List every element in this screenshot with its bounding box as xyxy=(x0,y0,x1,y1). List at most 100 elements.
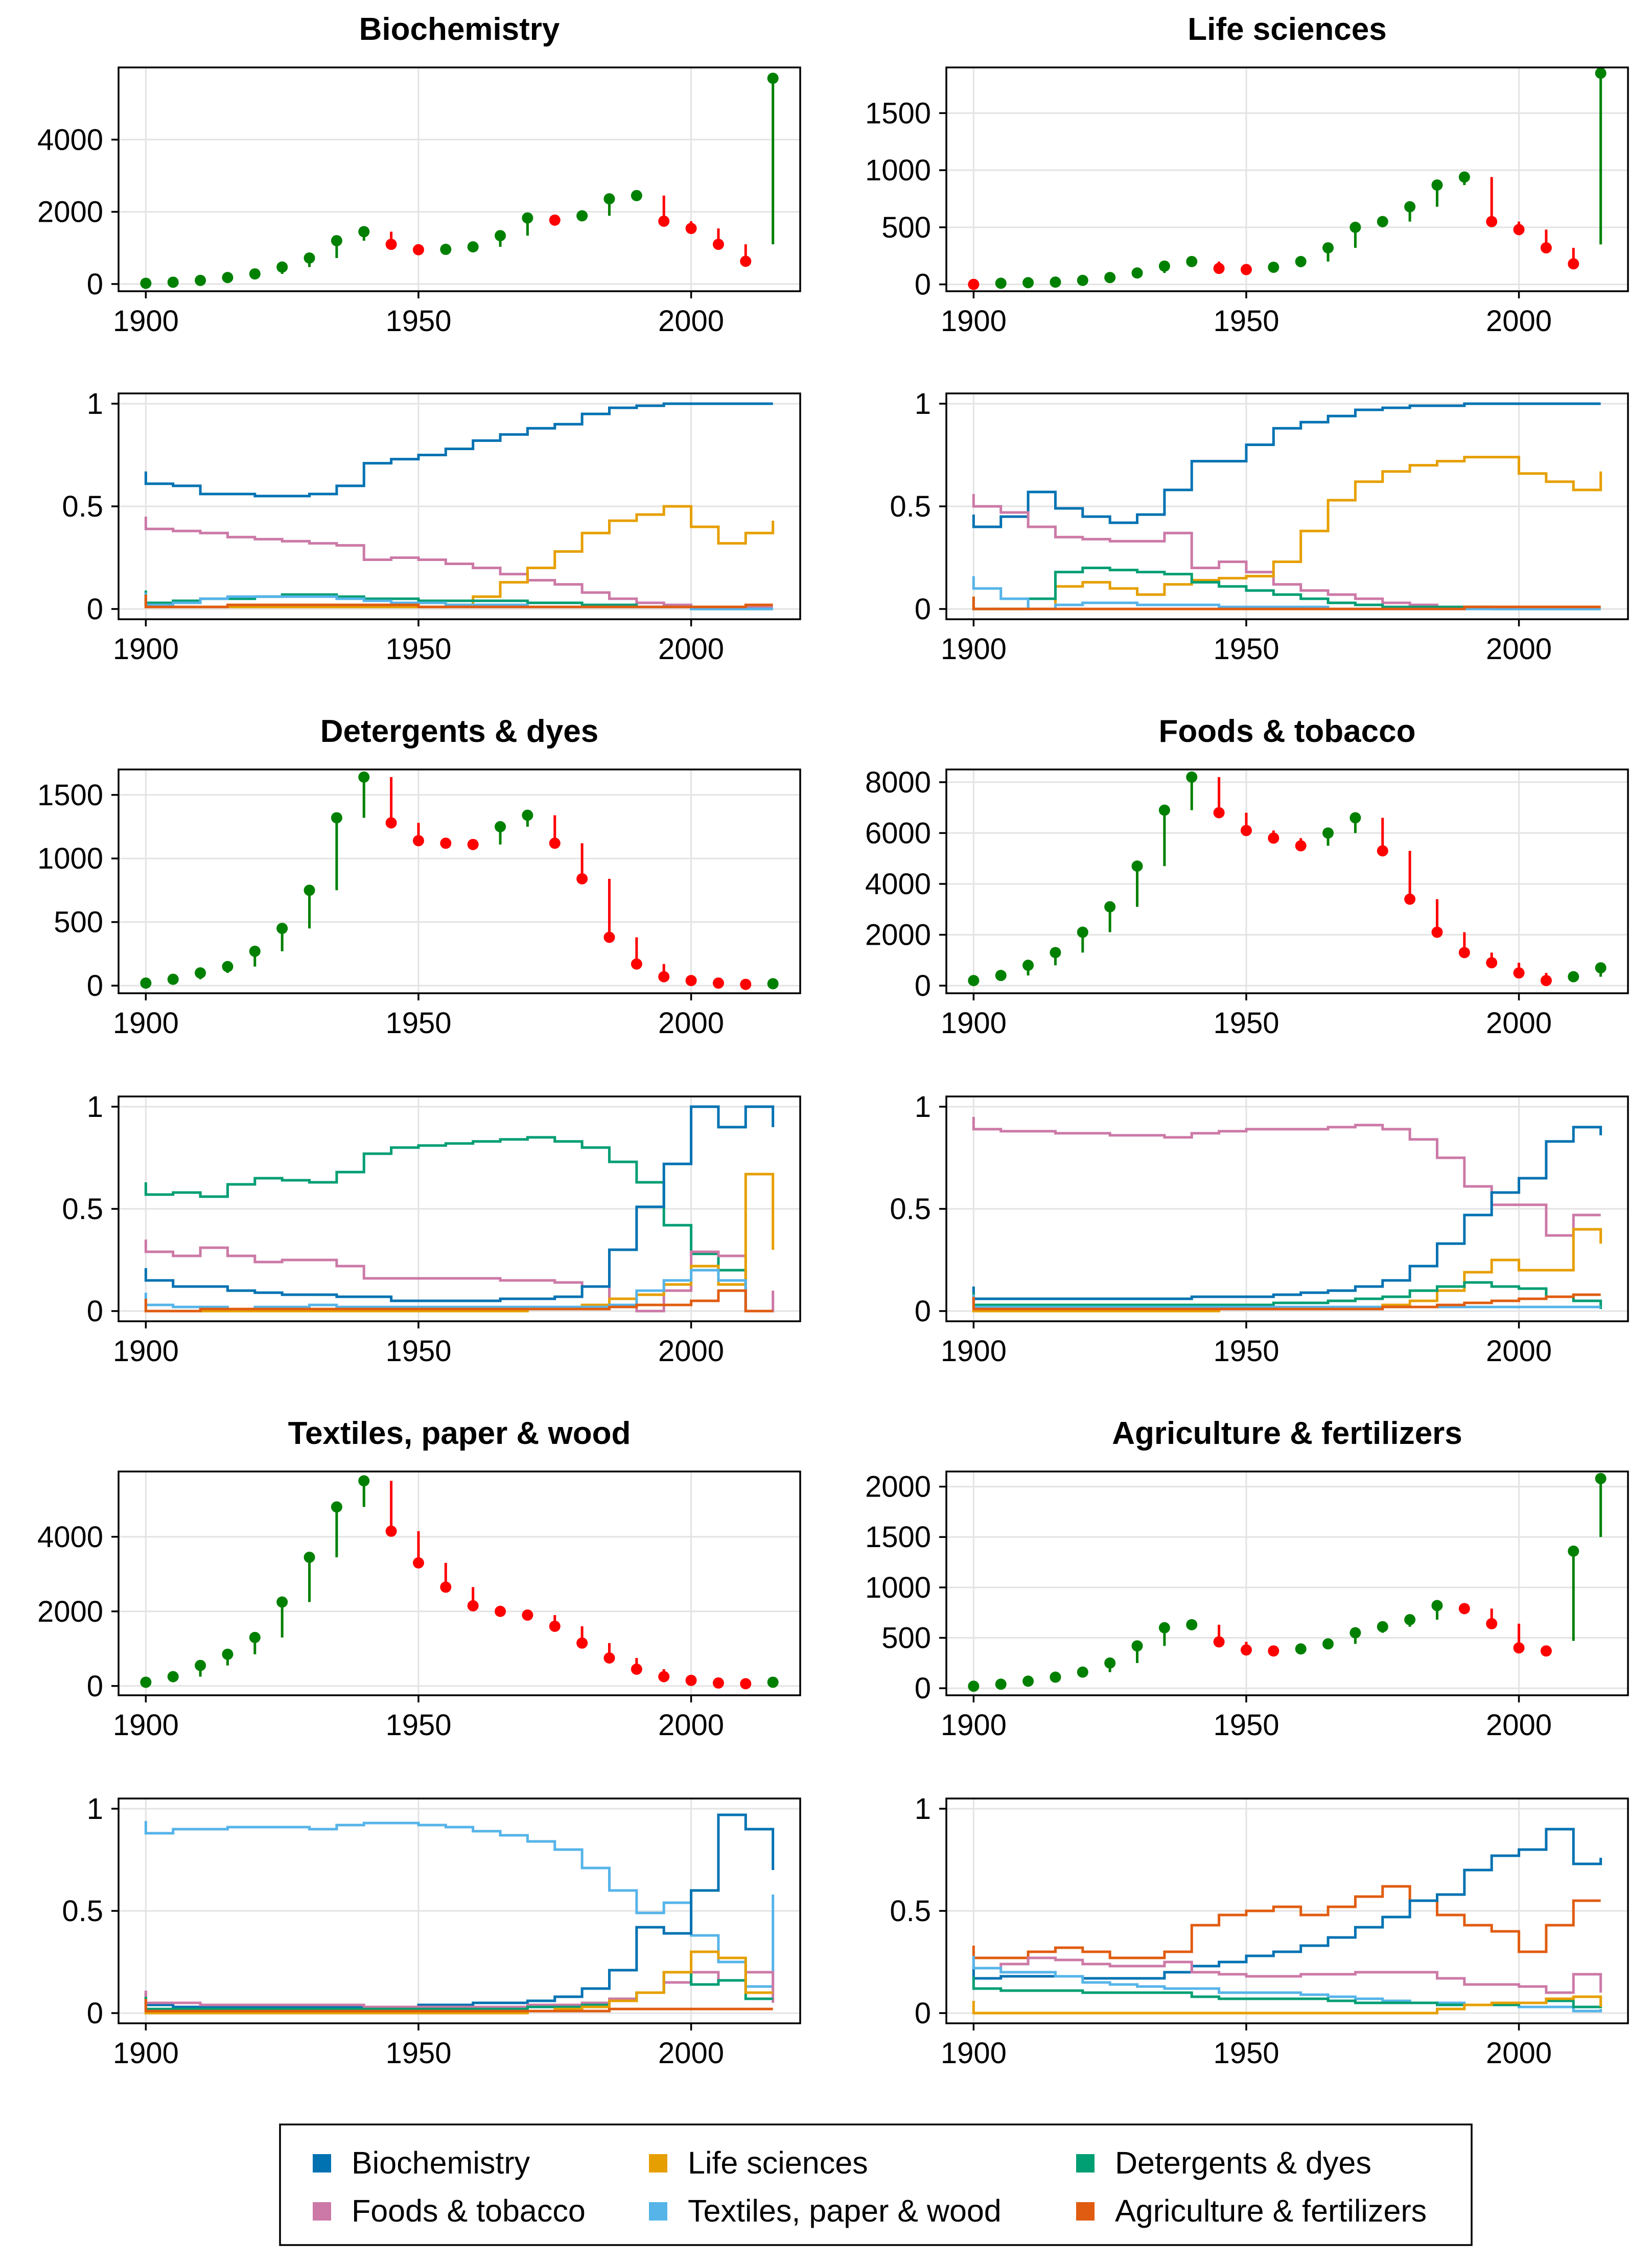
share-frame-life-sciences xyxy=(945,392,1629,620)
share-line-foods-tobacco xyxy=(144,1971,775,2008)
legend-swatch-detergents-dyes xyxy=(1076,2154,1095,2172)
legend: Biochemistry Life sciences Detergents & … xyxy=(279,2123,1473,2246)
panel-title-foods-tobacco: Foods & tobacco xyxy=(1159,714,1416,749)
count-detergents-dyes-ytick-label: 1000 xyxy=(37,842,103,875)
share-line-foods-tobacco xyxy=(972,1956,1602,1994)
count-point xyxy=(358,1475,370,1487)
count-point xyxy=(995,277,1007,289)
count-point xyxy=(276,261,288,273)
count-point xyxy=(167,1671,179,1683)
share-plot-foods-tobacco: 1900 1950 2000 0 0.5 1 xyxy=(890,1090,1629,1368)
count-point xyxy=(467,838,479,850)
share-frame-agriculture-fertilizers xyxy=(945,1797,1629,2024)
panel-textiles-paper-wood: Textiles, paper & wood 1900 1950 2000 0 2000 4… xyxy=(37,1416,801,2070)
count-point xyxy=(1458,947,1470,959)
count-life-sciences-xtick-label: 1900 xyxy=(941,305,1007,338)
count-point xyxy=(968,975,980,987)
share-line-detergents-dyes xyxy=(972,1281,1602,1309)
count-point xyxy=(1595,1473,1607,1484)
count-point xyxy=(995,1678,1007,1690)
count-detergents-dyes-xtick-label: 2000 xyxy=(658,1007,724,1040)
count-point xyxy=(740,1678,752,1690)
count-point xyxy=(222,272,234,284)
share-biochemistry-xtick-label: 1900 xyxy=(113,633,179,666)
share-foods-tobacco-ytick-label: 1 xyxy=(915,1090,931,1124)
count-point xyxy=(1431,926,1443,938)
count-point xyxy=(1595,962,1607,974)
legend-swatch-foods-tobacco xyxy=(313,2202,331,2221)
share-agriculture-fertilizers-xtick-label: 2000 xyxy=(1486,2037,1552,2070)
count-point xyxy=(331,1501,342,1513)
count-detergents-dyes-ytick-label: 500 xyxy=(54,906,103,939)
share-line-biochemistry xyxy=(144,1813,775,2008)
count-point xyxy=(1349,1627,1361,1639)
count-textiles-paper-wood-xtick-label: 2000 xyxy=(658,1709,724,1742)
count-point xyxy=(1322,827,1334,839)
count-point xyxy=(440,244,452,255)
count-point xyxy=(1568,971,1579,983)
share-line-detergents-dyes xyxy=(144,1971,773,2011)
count-point xyxy=(603,1652,615,1664)
share-line-biochemistry xyxy=(972,402,1601,528)
share-agriculture-fertilizers-ytick-label: 0.5 xyxy=(890,1895,931,1928)
count-point xyxy=(1213,807,1225,819)
count-point xyxy=(968,278,980,290)
count-point xyxy=(385,817,397,829)
count-point xyxy=(712,239,724,250)
share-life-sciences-ytick-label: 0 xyxy=(915,593,931,626)
count-point xyxy=(603,193,615,205)
count-point xyxy=(767,978,779,990)
legend-entry-biochemistry: Biochemistry xyxy=(313,2145,530,2180)
count-biochemistry-xtick-label: 1900 xyxy=(113,305,179,338)
share-line-textiles-paper-wood xyxy=(972,576,1601,611)
count-point xyxy=(331,812,342,824)
count-point xyxy=(1295,255,1307,267)
count-point xyxy=(767,1676,779,1688)
count-textiles-paper-wood-xtick-label: 1900 xyxy=(113,1709,179,1742)
count-agriculture-fertilizers-ytick-label: 1000 xyxy=(865,1571,931,1604)
count-point xyxy=(658,1671,670,1683)
count-frame-agriculture-fertilizers xyxy=(945,1470,1629,1696)
count-point xyxy=(1186,1619,1198,1630)
count-point xyxy=(658,971,670,983)
count-point xyxy=(1377,1621,1388,1632)
share-textiles-paper-wood-ytick-label: 0 xyxy=(87,1997,103,2030)
legend-label-foods-tobacco: Foods & tobacco xyxy=(352,2193,586,2228)
count-point xyxy=(1077,1666,1088,1678)
count-point xyxy=(522,809,533,821)
count-frame-life-sciences xyxy=(945,66,1629,292)
count-point xyxy=(1486,957,1498,969)
count-point xyxy=(304,1551,315,1563)
legend-swatch-biochemistry xyxy=(313,2154,331,2172)
share-line-foods-tobacco xyxy=(972,1117,1601,1237)
count-point xyxy=(1568,1545,1579,1557)
panel-agriculture-fertilizers: Agriculture & fertilizers 1900 1950 2000 0 50… xyxy=(865,1416,1629,2070)
count-point xyxy=(712,1677,724,1689)
legend-label-life-sciences: Life sciences xyxy=(688,2145,868,2180)
count-agriculture-fertilizers-ytick-label: 500 xyxy=(881,1622,931,1655)
count-point xyxy=(1322,242,1334,254)
share-frame-textiles-paper-wood xyxy=(118,1797,801,2024)
count-point xyxy=(549,1620,561,1632)
legend-swatch-textiles-paper-wood xyxy=(649,2202,667,2221)
count-point xyxy=(140,1676,152,1688)
share-textiles-paper-wood-xtick-label: 2000 xyxy=(658,2037,724,2070)
share-line-textiles-paper-wood xyxy=(144,1821,775,1988)
count-point xyxy=(1050,947,1061,959)
count-point xyxy=(968,1680,980,1692)
count-point xyxy=(1486,1618,1498,1629)
count-point xyxy=(1050,1671,1061,1683)
share-agriculture-fertilizers-xtick-label: 1900 xyxy=(941,2037,1007,2070)
count-point xyxy=(385,239,397,250)
count-foods-tobacco-ytick-label: 2000 xyxy=(865,919,931,952)
count-point xyxy=(1404,893,1416,905)
count-point xyxy=(1568,258,1579,270)
count-point xyxy=(1104,901,1116,913)
count-point xyxy=(1240,825,1252,836)
count-plot-life-sciences: 1900 1950 2000 0 500 1000 1500 xyxy=(865,66,1629,338)
count-point xyxy=(685,975,697,987)
share-foods-tobacco-xtick-label: 1900 xyxy=(941,1335,1007,1368)
count-point xyxy=(685,1674,697,1686)
count-point xyxy=(167,973,179,985)
count-point xyxy=(249,1631,261,1643)
